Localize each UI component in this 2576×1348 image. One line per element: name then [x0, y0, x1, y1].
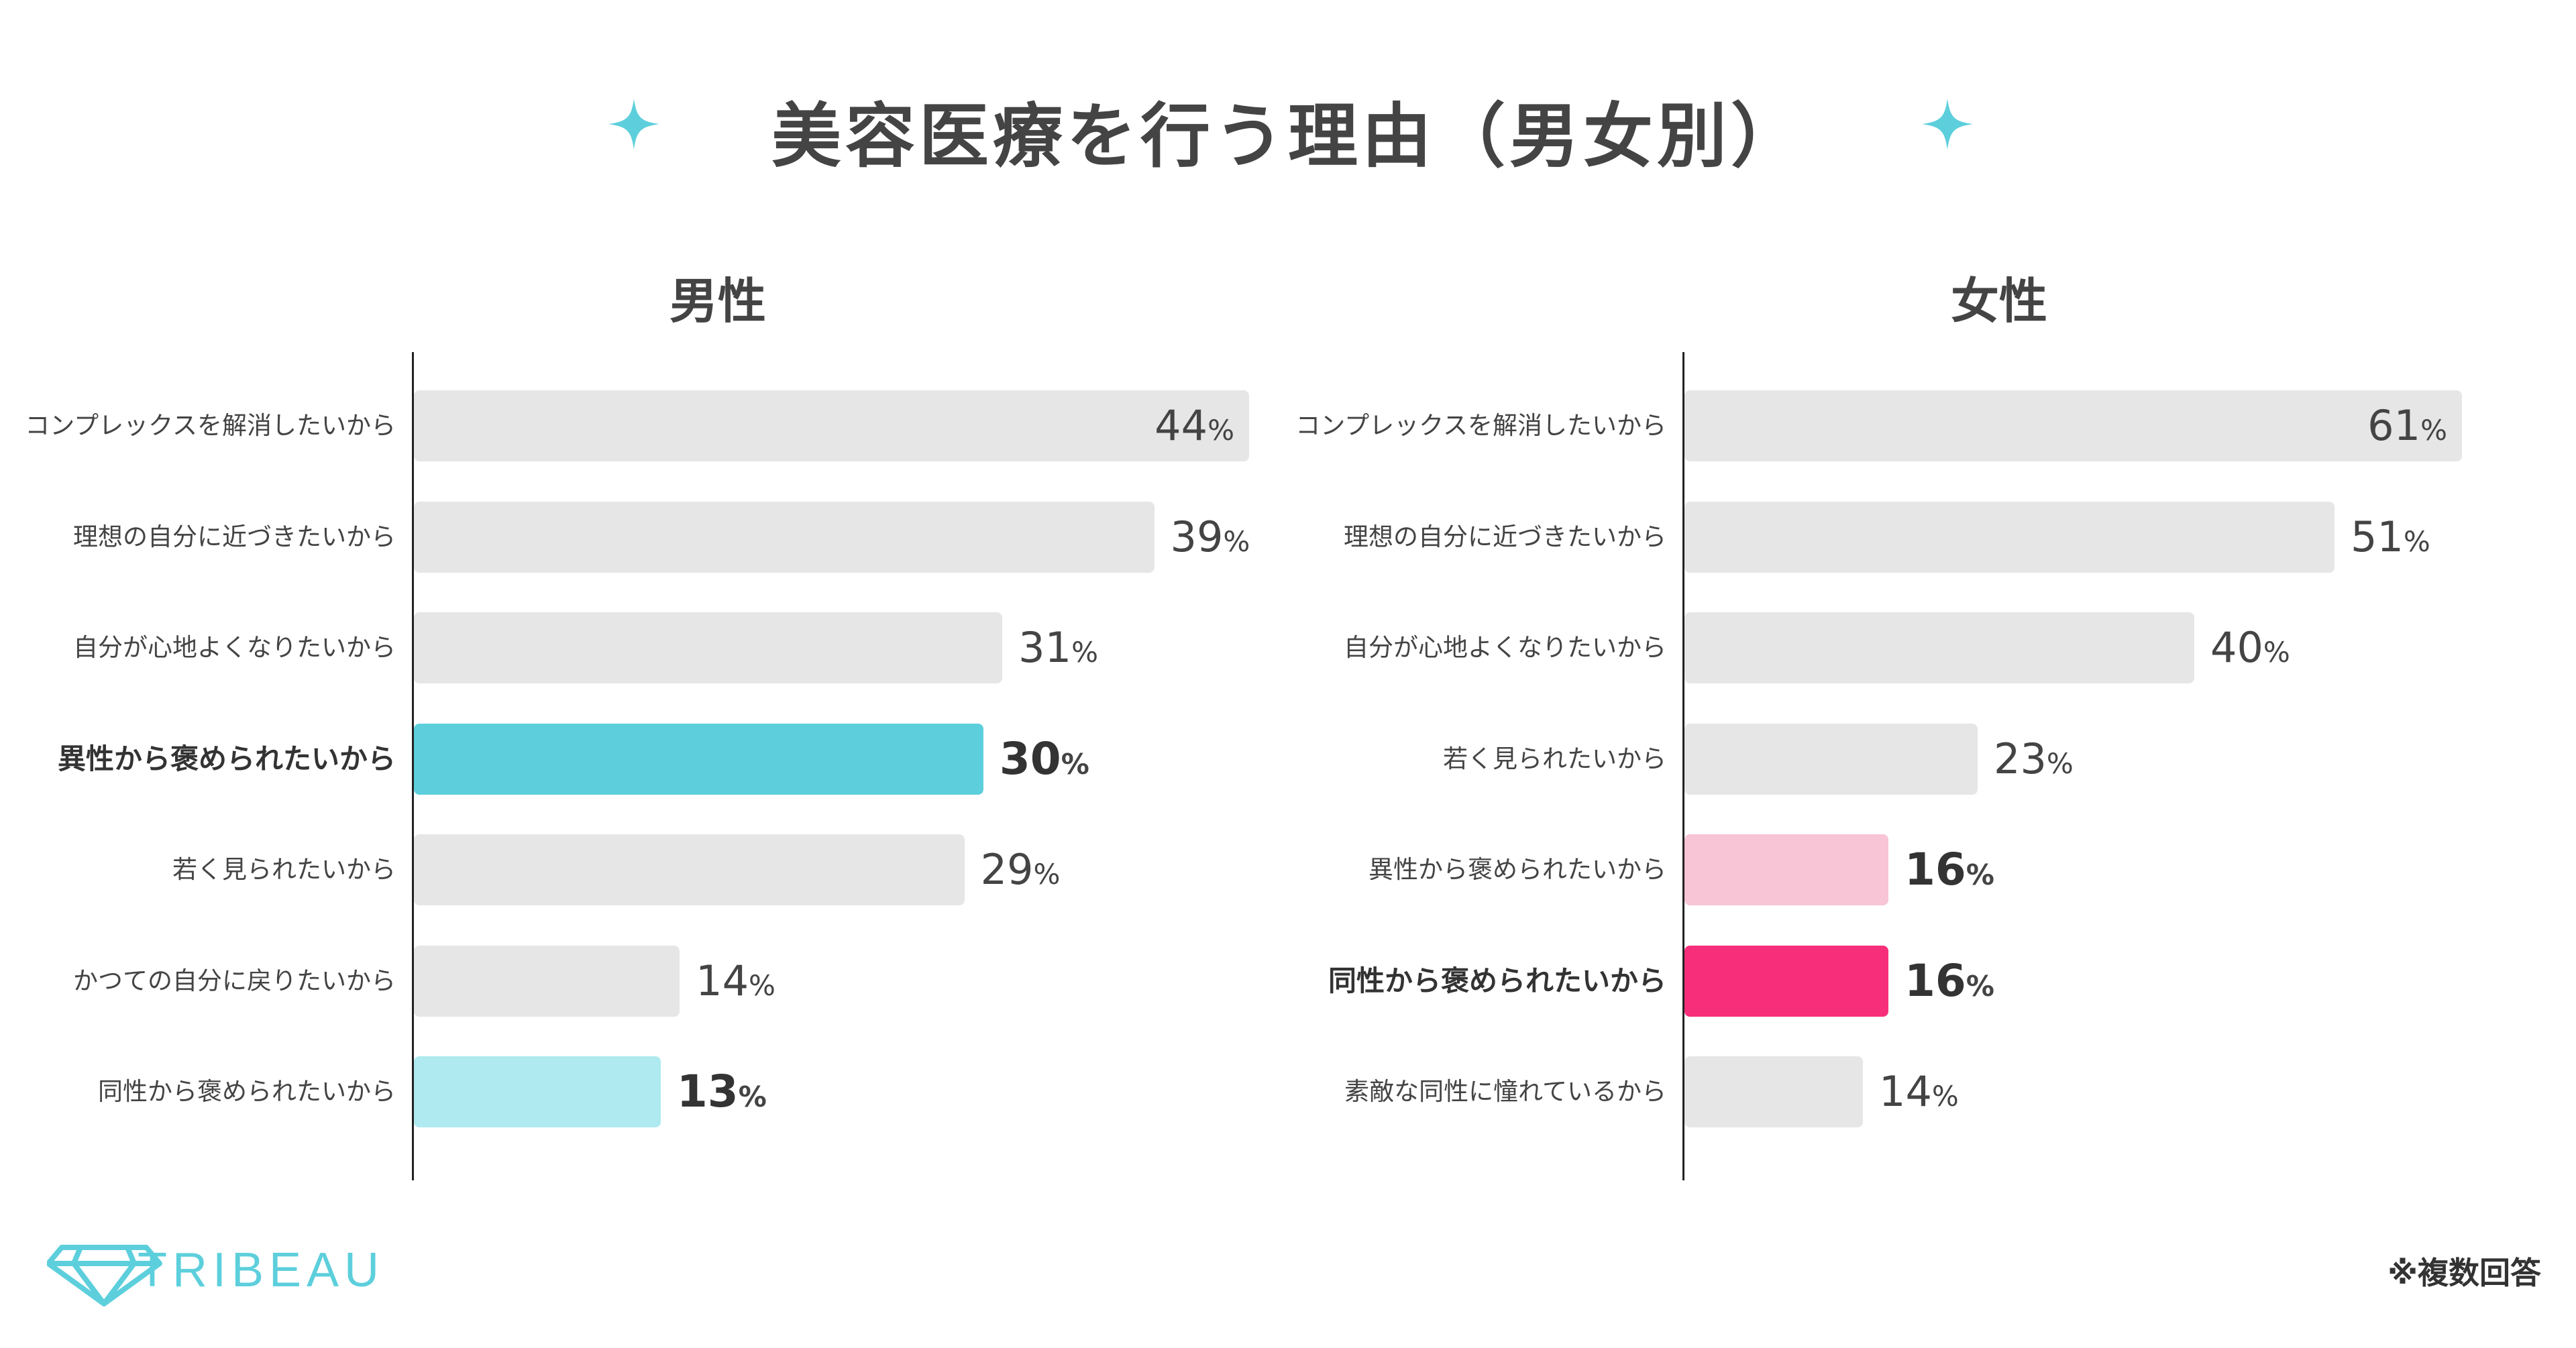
male-bar: [414, 612, 1003, 683]
female-value-label: 40%: [2210, 623, 2290, 672]
chart-title: 美容医療を行う理由（男女別）: [771, 95, 1805, 177]
female-category-label: 異性から褒められたいから: [1368, 855, 1666, 884]
male-category-label: コンプレックスを解消したいから: [25, 411, 396, 440]
male-category-label: 若く見られたいから: [172, 855, 396, 884]
female-category-label: 自分が心地よくなりたいから: [1344, 633, 1666, 662]
male-bar: [414, 945, 680, 1017]
female-category-label: 同性から褒められたいから: [1328, 964, 1666, 997]
female-bar: [1684, 834, 1888, 905]
male-bar: [414, 723, 983, 795]
male-value-label: 14%: [696, 956, 775, 1005]
male-value-label: 39%: [1170, 512, 1250, 561]
male-panel-title: 男性: [669, 273, 766, 329]
female-value-label: 23%: [1994, 734, 2074, 783]
female-bar: [1684, 945, 1888, 1017]
male-value-label: 29%: [980, 845, 1061, 894]
female-value-label: 16%: [1904, 954, 1994, 1007]
female-bar: [1684, 1056, 1863, 1127]
female-bar: [1684, 612, 2194, 683]
male-bar: [414, 390, 1249, 461]
sparkle-icon-left: [608, 99, 659, 150]
brand-name: TRIBEAU: [138, 1243, 385, 1297]
female-panel-title: 女性: [1950, 273, 2047, 329]
female-bar: [1684, 501, 2334, 573]
female-value-label: 61%: [2367, 401, 2447, 450]
female-category-label: コンプレックスを解消したいから: [1295, 411, 1666, 440]
female-bar: [1684, 390, 2462, 461]
diamond-logo-icon: [47, 1245, 162, 1306]
male-bar: [414, 1056, 661, 1127]
male-category-label: かつての自分に戻りたいから: [73, 966, 396, 995]
female-bar: [1684, 723, 1978, 795]
male-value-label: 30%: [999, 732, 1089, 785]
female-value-label: 16%: [1904, 844, 1994, 895]
male-value-label: 31%: [1018, 623, 1098, 672]
sparkle-icon-right: [1922, 99, 1973, 150]
male-category-label: 異性から褒められたいから: [57, 742, 396, 775]
male-bar: [414, 834, 965, 905]
male-category-label: 同性から褒められたいから: [98, 1077, 396, 1106]
male-category-label: 理想の自分に近づきたいから: [73, 522, 396, 551]
male-bar: [414, 501, 1155, 573]
male-category-label: 自分が心地よくなりたいから: [73, 633, 396, 662]
female-value-label: 51%: [2351, 512, 2430, 561]
female-category-label: 素敵な同性に憧れているから: [1344, 1077, 1666, 1106]
female-category-label: 理想の自分に近づきたいから: [1344, 522, 1666, 551]
female-axis: [1682, 352, 1684, 1180]
female-value-label: 14%: [1879, 1067, 1959, 1116]
footnote: ※複数回答: [2387, 1255, 2541, 1291]
male-value-label: 44%: [1155, 401, 1234, 450]
male-value-label: 13%: [676, 1066, 767, 1117]
male-axis: [412, 352, 414, 1180]
female-category-label: 若く見られたいから: [1443, 744, 1666, 773]
